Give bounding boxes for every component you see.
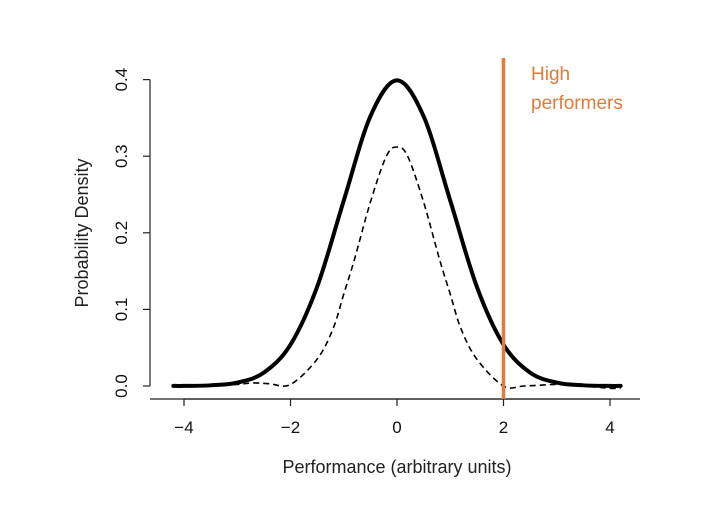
x-axis-label: Performance (arbitrary units) (282, 457, 511, 477)
x-tick-label: −2 (281, 418, 300, 437)
y-axis-label: Probability Density (72, 158, 92, 307)
x-tick-label: −4 (174, 418, 193, 437)
threshold-label-line: High (531, 64, 570, 85)
solid-density-curve (171, 78, 623, 388)
chart-marks: High performers (171, 58, 623, 399)
x-tick-label: 0 (392, 418, 401, 437)
y-tick-label: 0.3 (112, 144, 131, 168)
y-tick-label: 0.4 (112, 68, 131, 92)
y-tick-label: 0.1 (112, 298, 131, 322)
dashed-density-curve (173, 146, 621, 390)
y-tick-label: 0.0 (112, 374, 131, 398)
threshold-label: High performers (531, 64, 623, 114)
y-tick-label: 0.2 (112, 221, 131, 245)
x-tick-label: 4 (605, 418, 614, 437)
threshold-label-line: performers (531, 93, 623, 114)
x-tick-label: 2 (499, 418, 508, 437)
axes: −4 −2 0 2 4 0.0 0.1 0.2 0.3 0.4 (112, 68, 640, 437)
